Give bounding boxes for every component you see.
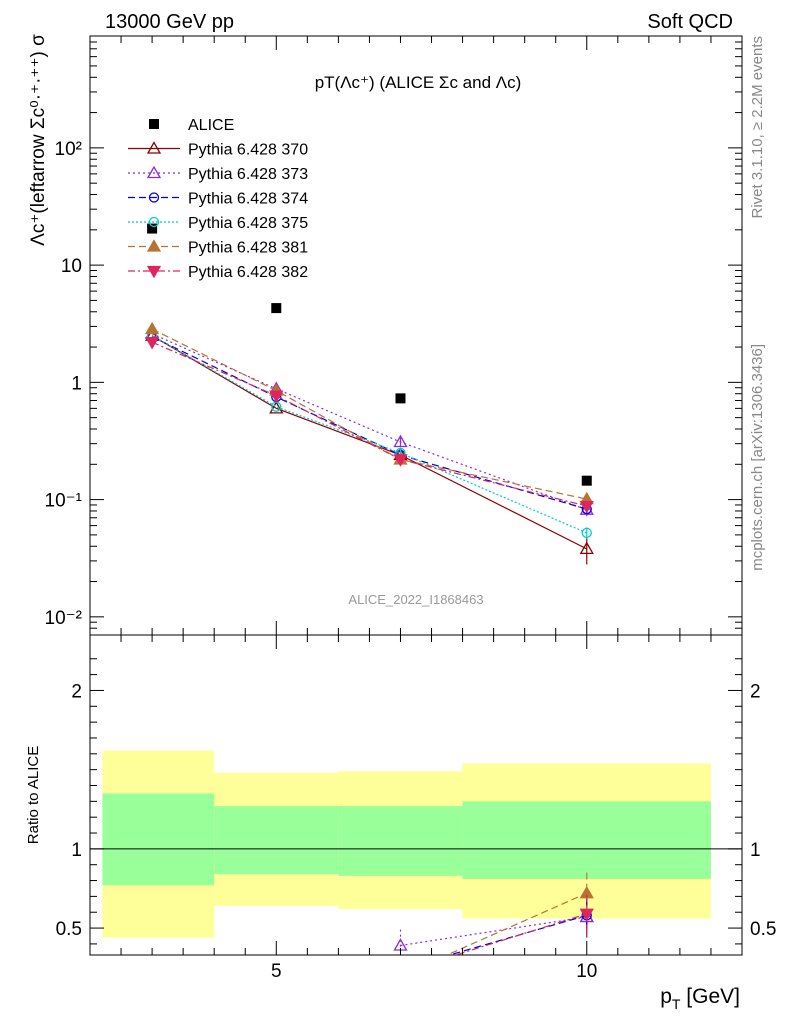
- ratio-line-3: [445, 892, 588, 955]
- main-data-layer: [144, 223, 594, 565]
- data-point-3: [581, 475, 592, 486]
- data-point-1: [271, 303, 282, 314]
- ratio-ytick-label-left-2: 2: [71, 681, 82, 702]
- header-left: 13000 GeV pp: [105, 11, 234, 33]
- y-tick-label-1: 10⁻¹: [45, 491, 83, 512]
- ratio-frame: [89, 634, 743, 956]
- ratio-point-3-0: [394, 970, 406, 981]
- green-band-1: [214, 806, 339, 875]
- ratio-point-2-0: [396, 965, 405, 974]
- main-panel: 10⁻² 10⁻¹ 1 10 10²: [45, 35, 743, 636]
- series-point-5-1: [269, 390, 284, 403]
- y-tick-label-4: 10²: [55, 139, 82, 160]
- series-point-0-1: [269, 401, 284, 414]
- watermark: ALICE_2022_I1868463: [348, 592, 483, 607]
- ratio-point-4-1: [579, 908, 594, 922]
- legend-label-2: Pythia 6.428 373: [188, 166, 308, 183]
- series-line-3: [151, 335, 587, 534]
- x-axis-label-tail: [GeV]: [680, 985, 740, 1008]
- green-band-0: [102, 793, 215, 886]
- ratio-line-2: [447, 914, 587, 955]
- series-point-5-2: [393, 454, 408, 467]
- data-point-0: [147, 223, 158, 234]
- legend-label-1: Pythia 6.428 370: [188, 142, 308, 159]
- x-tick-label-1: 10: [576, 961, 597, 982]
- green-band-2: [338, 806, 463, 876]
- ratio-ytick-label-left-1: 1: [71, 840, 82, 861]
- ratio-panel: 0.5 0.5 1 1 2 2 5 10: [56, 634, 776, 982]
- series-line-2: [151, 336, 587, 510]
- green-band-3: [462, 801, 711, 879]
- series-point-5-3: [579, 500, 594, 514]
- legend-marker-0: [149, 119, 159, 129]
- series-point-4-0: [144, 321, 160, 335]
- legend-marker-2: [146, 165, 162, 179]
- x-tick-label-0: 5: [271, 961, 282, 982]
- legend-label-4: Pythia 6.428 375: [188, 215, 308, 232]
- legend-label-0: ALICE: [188, 117, 234, 134]
- x-axis-label-main: p: [660, 985, 672, 1008]
- main-y-label: Λc⁺(leftarrow Σc⁰·⁺·⁺⁺) σ: [28, 34, 49, 246]
- ratio-data-layer: [90, 750, 742, 981]
- header-right: Soft QCD: [647, 11, 733, 33]
- series-line-4: [151, 328, 587, 500]
- ratio-ytick-label-right-2: 2: [750, 681, 761, 702]
- ratio-ytick-label-right-1: 1: [750, 840, 761, 861]
- legend-label-3: Pythia 6.428 374: [188, 191, 308, 208]
- legend-marker-5: [146, 239, 162, 252]
- ratio-y-label: Ratio to ALICE: [25, 746, 42, 844]
- x-axis-label-sub: T: [672, 996, 681, 1012]
- rivet-label: Rivet 3.1.10, ≥ 2.2M events: [749, 36, 766, 219]
- series-point-5-0: [144, 337, 160, 350]
- y-tick-label-2: 1: [71, 373, 82, 394]
- legend-label-6: Pythia 6.428 382: [188, 264, 308, 281]
- ratio-point-4-0: [394, 968, 406, 979]
- legend-marker-3: [148, 192, 160, 203]
- legend-marker-4: [148, 216, 160, 228]
- series-point-3-3: [581, 527, 592, 539]
- y-tick-label-0: 10⁻²: [45, 608, 83, 629]
- series-line-0: [151, 335, 588, 550]
- legend-label-5: Pythia 6.428 381: [188, 240, 308, 257]
- legend-marker-6: [146, 265, 162, 279]
- data-point-2: [395, 393, 406, 404]
- legend: ALICE Pythia 6.428 370 Pythia 6.428 373 Pyt…: [128, 117, 308, 281]
- ratio-ytick-label-right-0: 0.5: [750, 919, 776, 940]
- x-axis-label: pT [GeV]: [660, 985, 740, 1012]
- main-title: pT(Λc⁺) (ALICE Σc and Λc): [315, 73, 522, 92]
- series-point-1-2: [393, 434, 408, 448]
- y-tick-label-3: 10: [61, 256, 82, 277]
- mcplots-label: mcplots.cern.ch [arXiv:1306.3436]: [749, 344, 766, 571]
- ratio-ytick-label-left-0: 0.5: [56, 919, 82, 940]
- ratio-line-1: [400, 916, 587, 947]
- ratio-line-4: [453, 913, 587, 955]
- series-line-5: [151, 341, 587, 507]
- legend-marker-1: [146, 141, 162, 154]
- series-line-1: [151, 333, 587, 511]
- series-point-0-3: [579, 541, 594, 555]
